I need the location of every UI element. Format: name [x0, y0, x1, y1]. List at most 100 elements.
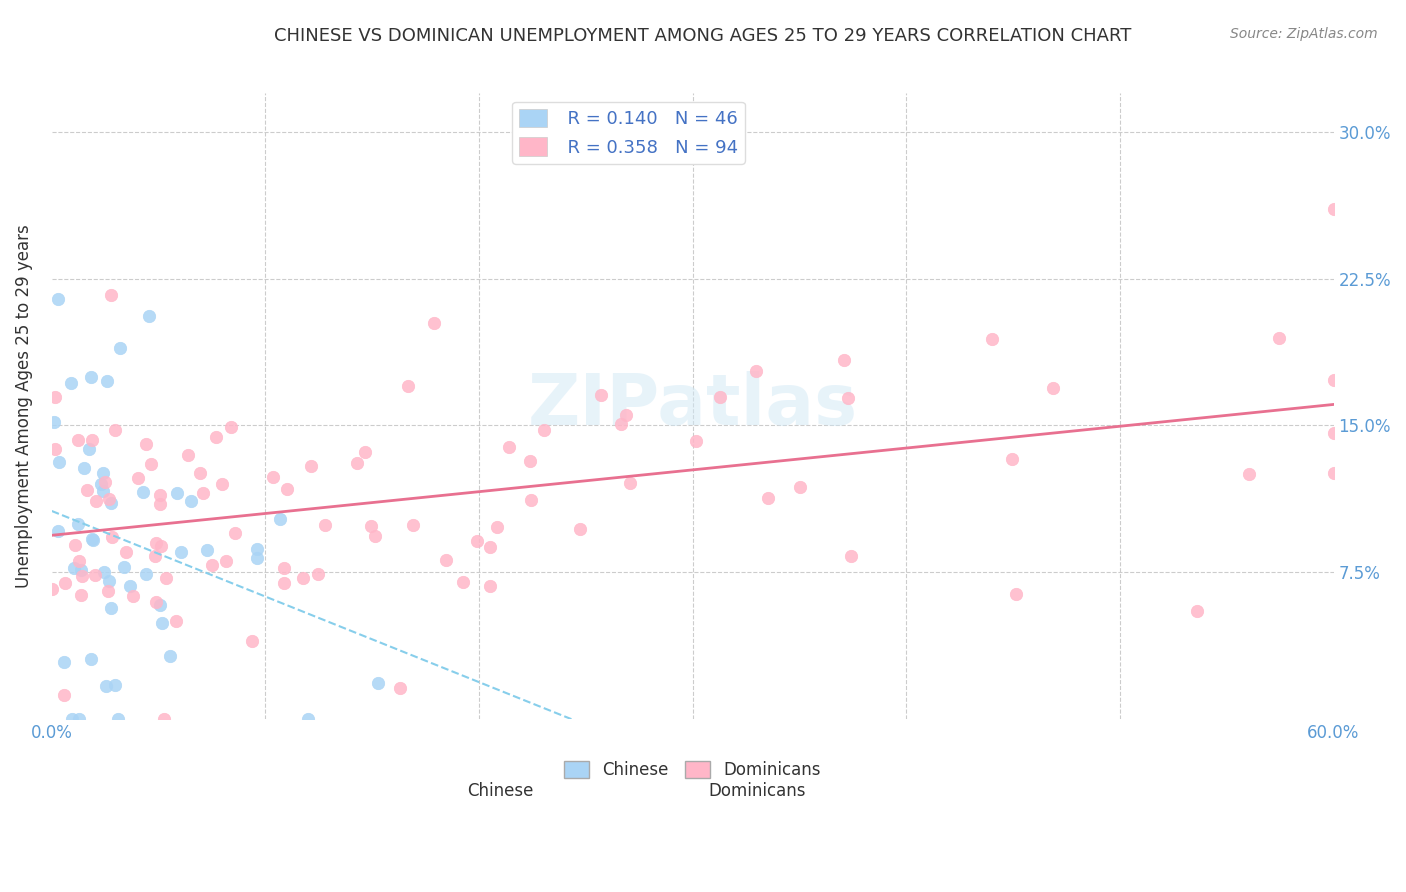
Point	[135, 437, 157, 451]
Legend:   R = 0.140   N = 46,   R = 0.358   N = 94: R = 0.140 N = 46, R = 0.358 N = 94	[512, 102, 745, 164]
Point	[145, 595, 167, 609]
Point	[46, 292, 69, 306]
Point	[60, 376, 83, 390]
Point	[568, 522, 591, 536]
Point	[66, 434, 89, 448]
Point	[63, 538, 86, 552]
Point	[519, 493, 541, 508]
Point	[451, 575, 474, 590]
Text: Chinese: Chinese	[467, 781, 533, 799]
Point	[53, 689, 76, 703]
Point	[519, 454, 541, 468]
Point	[80, 533, 103, 547]
Point	[292, 571, 315, 585]
Point	[188, 466, 211, 480]
Point	[205, 430, 228, 444]
Point	[423, 316, 446, 330]
Point	[148, 497, 170, 511]
Point	[299, 458, 322, 473]
Point	[67, 516, 90, 531]
Point	[67, 554, 90, 568]
Point	[1322, 373, 1344, 387]
Point	[246, 550, 269, 565]
Point	[307, 567, 329, 582]
Text: ZIPatlas: ZIPatlas	[527, 371, 858, 441]
Point	[498, 440, 520, 454]
Point	[60, 712, 83, 726]
Point	[486, 520, 509, 534]
Point	[614, 408, 637, 422]
Point	[80, 434, 103, 448]
Point	[1185, 603, 1208, 617]
Point	[108, 341, 131, 355]
Point	[789, 481, 811, 495]
Point	[273, 560, 295, 574]
Point	[1005, 587, 1028, 601]
Point	[346, 456, 368, 470]
Point	[91, 483, 114, 498]
Point	[91, 466, 114, 480]
Point	[619, 476, 641, 491]
Point	[97, 583, 120, 598]
Point	[69, 589, 91, 603]
Point	[145, 536, 167, 550]
Point	[269, 511, 291, 525]
Point	[104, 678, 127, 692]
Point	[591, 388, 613, 402]
Point	[96, 374, 118, 388]
Point	[100, 288, 122, 302]
Point	[98, 574, 121, 588]
Point	[127, 471, 149, 485]
Point	[201, 558, 224, 573]
Point	[104, 423, 127, 437]
Point	[84, 568, 107, 582]
Point	[353, 445, 375, 459]
Point	[297, 712, 319, 726]
Point	[153, 712, 176, 726]
Point	[97, 492, 120, 507]
Point	[46, 524, 69, 538]
Point	[101, 530, 124, 544]
Point	[479, 541, 502, 555]
Point	[364, 529, 387, 543]
Point	[55, 576, 77, 591]
Point	[166, 614, 188, 628]
Point	[84, 493, 107, 508]
Point	[42, 415, 65, 429]
Point	[215, 554, 238, 568]
Point	[246, 542, 269, 557]
Point	[52, 655, 75, 669]
Point	[166, 486, 188, 500]
Point	[367, 676, 389, 690]
Point	[478, 579, 501, 593]
Point	[122, 590, 145, 604]
Point	[100, 601, 122, 615]
Point	[76, 483, 98, 497]
Point	[1001, 452, 1024, 467]
Point	[159, 648, 181, 663]
Point	[980, 332, 1002, 346]
Point	[240, 633, 263, 648]
Point	[94, 679, 117, 693]
Point	[398, 378, 420, 392]
Point	[745, 364, 768, 378]
Point	[70, 568, 93, 582]
Point	[610, 417, 633, 431]
Point	[1322, 202, 1344, 216]
Point	[63, 560, 86, 574]
Point	[145, 549, 167, 564]
Text: Source: ZipAtlas.com: Source: ZipAtlas.com	[1230, 27, 1378, 41]
Point	[44, 442, 66, 456]
Point	[224, 525, 246, 540]
Point	[155, 571, 177, 585]
Point	[180, 494, 202, 508]
Point	[80, 652, 103, 666]
Point	[73, 461, 96, 475]
Point	[120, 579, 142, 593]
Point	[48, 455, 70, 469]
Point	[360, 518, 382, 533]
Point	[402, 517, 425, 532]
Point	[150, 616, 173, 631]
Point	[132, 484, 155, 499]
Point	[1237, 467, 1260, 481]
